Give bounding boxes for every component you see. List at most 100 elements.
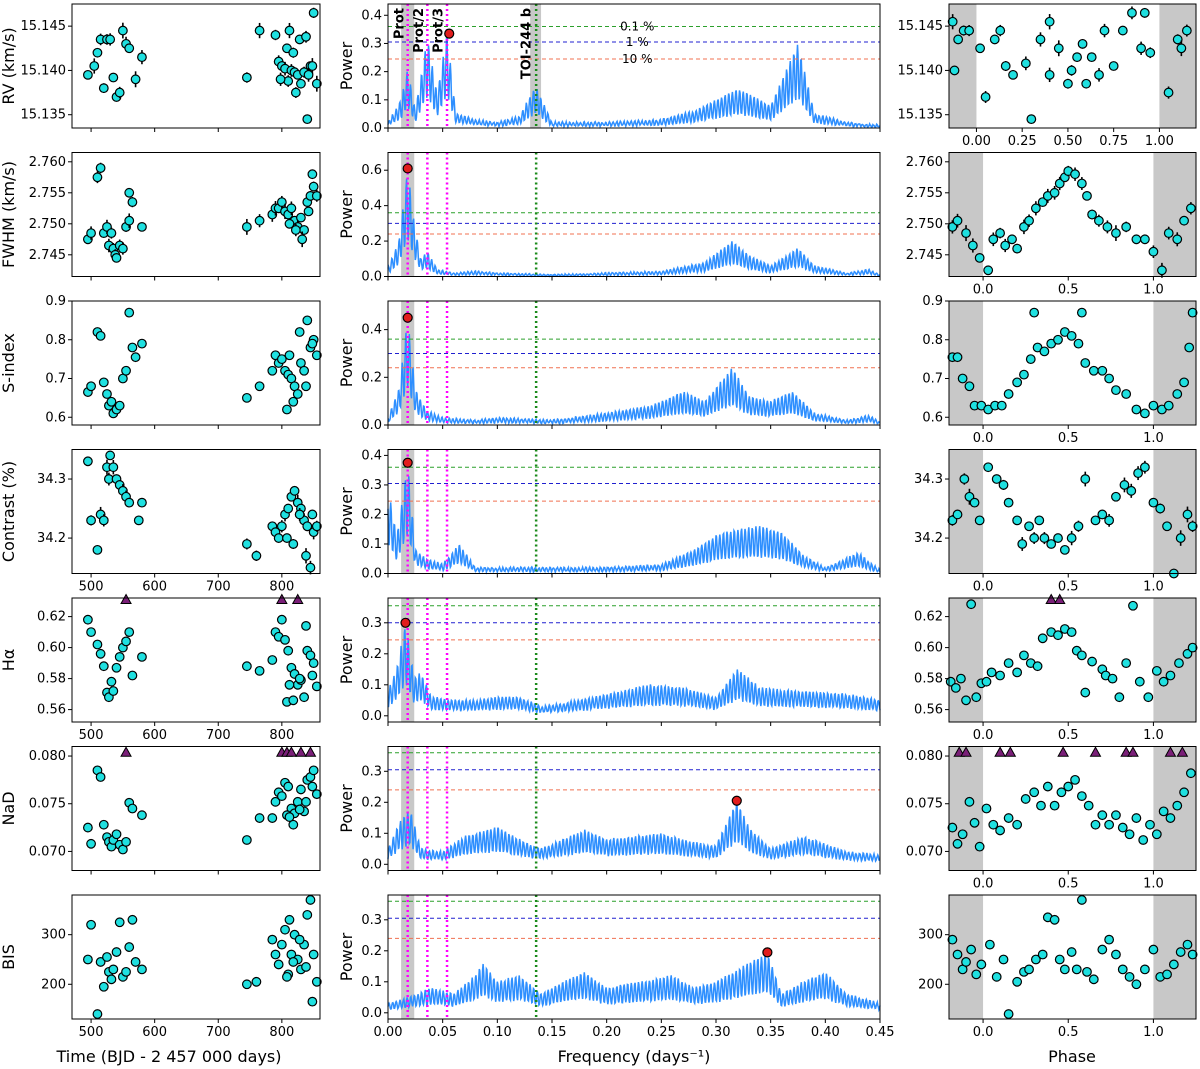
y-tick-label: 0.7: [45, 372, 66, 387]
data-point: [1111, 810, 1121, 821]
data-point: [1087, 656, 1097, 667]
data-point: [114, 652, 125, 662]
data-point: [311, 190, 322, 201]
x-tick-label: 1.0: [1143, 1025, 1164, 1040]
data-point: [983, 462, 994, 473]
highest-peak-marker: [731, 795, 742, 806]
data-point: [1053, 533, 1063, 543]
x-tick-label: 0.0: [973, 580, 994, 595]
x-tick-label: 0.75: [1099, 134, 1128, 149]
data-point: [950, 683, 961, 693]
data-point: [294, 673, 305, 684]
data-point: [1076, 895, 1087, 905]
data-point: [1111, 228, 1121, 239]
data-point: [1086, 52, 1097, 63]
data-point: [953, 34, 964, 45]
x-tick-label: 800: [269, 1025, 294, 1040]
x-tick-label: 1.0: [1143, 877, 1164, 892]
data-point: [1056, 787, 1067, 798]
data-point: [952, 215, 963, 226]
time-series-panel: BIS 200 300 500 600 700 800: [0, 894, 322, 1040]
data-point: [964, 25, 975, 36]
phase-axis-label: Phase: [1048, 1047, 1096, 1066]
data-point: [273, 959, 284, 970]
data-point: [276, 521, 287, 532]
data-point: [114, 400, 125, 411]
data-point: [988, 234, 999, 245]
data-point: [1158, 806, 1169, 817]
highest-peak-marker: [444, 28, 455, 39]
data-point: [1104, 515, 1115, 526]
data-point: [1087, 209, 1097, 220]
data-point: [82, 456, 93, 467]
data-point: [1066, 65, 1077, 76]
y-tick-label: 0.075: [906, 797, 943, 812]
y-tick-label: 0.0: [361, 270, 382, 285]
data-point: [1111, 949, 1121, 960]
data-point: [92, 544, 103, 555]
data-point: [290, 87, 301, 98]
data-point: [286, 203, 297, 214]
phase-panel: 200 300 0.0 0.5 1.0: [918, 894, 1198, 1040]
periodogram-line: [387, 36, 881, 130]
x-tick-label: 0.0: [973, 283, 994, 298]
y-tick-label: 0.2: [361, 65, 382, 80]
data-point: [108, 964, 119, 975]
y-tick-label: 0.8: [45, 333, 66, 348]
upper-limit-marker: [994, 746, 1006, 757]
x-tick-label: 0.35: [756, 1025, 785, 1040]
power-axis-label: Power: [337, 41, 356, 90]
data-point: [966, 944, 977, 955]
data-point: [1012, 667, 1023, 678]
upper-limit-marker: [960, 746, 972, 757]
data-point: [1088, 365, 1099, 376]
data-point: [311, 789, 322, 800]
data-point: [98, 515, 109, 526]
time-series-panel: NaD 0.070 0.075 0.080: [0, 746, 322, 875]
upper-limit-marker: [120, 746, 132, 757]
data-point: [1082, 966, 1092, 977]
data-point: [1097, 365, 1108, 376]
data-point: [1090, 819, 1101, 830]
x-tick-label: 0.5: [1058, 431, 1079, 446]
y-tick-label: 0.0: [361, 709, 382, 724]
data-point: [984, 939, 995, 950]
y-axis-label: S-index: [0, 333, 18, 393]
panel-frame: [948, 597, 1197, 723]
y-tick-label: 300: [918, 928, 943, 943]
data-point: [284, 350, 295, 361]
data-point: [86, 919, 96, 930]
data-point: [106, 396, 117, 407]
data-point: [1070, 774, 1080, 785]
time-series-panel: S-index 0.6 0.7 0.8 0.9: [0, 294, 322, 429]
y-tick-label: 0.6: [922, 410, 943, 425]
x-tick-label: 800: [269, 580, 294, 595]
data-point: [1037, 633, 1048, 644]
data-point: [1121, 389, 1132, 399]
phase-panel: 15.135 15.140 15.145 0.00 0.25 0.50 0.75 1.00: [898, 3, 1197, 149]
data-point: [974, 515, 985, 526]
data-point: [956, 673, 966, 684]
data-point: [283, 781, 294, 792]
y-tick-label: 300: [41, 928, 66, 943]
x-tick-label: 0.50: [1053, 134, 1082, 149]
data-point: [1012, 819, 1023, 830]
x-tick-label: 0.5: [1058, 728, 1079, 743]
data-point: [121, 636, 131, 647]
y-tick-label: 2.750: [906, 217, 943, 232]
time-series-panel: RV (km/s)15.135 15.140 15.145: [0, 3, 322, 132]
y-tick-label: 0.62: [37, 610, 66, 625]
data-point: [98, 819, 109, 830]
data-point: [92, 47, 103, 58]
data-point: [1163, 87, 1174, 98]
data-point: [82, 69, 93, 80]
x-tick-label: 0.25: [1008, 134, 1037, 149]
data-point: [288, 819, 299, 830]
x-tick-label: 0.5: [1058, 1025, 1079, 1040]
y-tick-label: 0.58: [37, 672, 66, 687]
y-axis-label: NaD: [0, 791, 18, 825]
data-point: [1136, 43, 1147, 54]
data-point: [1030, 954, 1041, 965]
data-point: [95, 163, 106, 173]
